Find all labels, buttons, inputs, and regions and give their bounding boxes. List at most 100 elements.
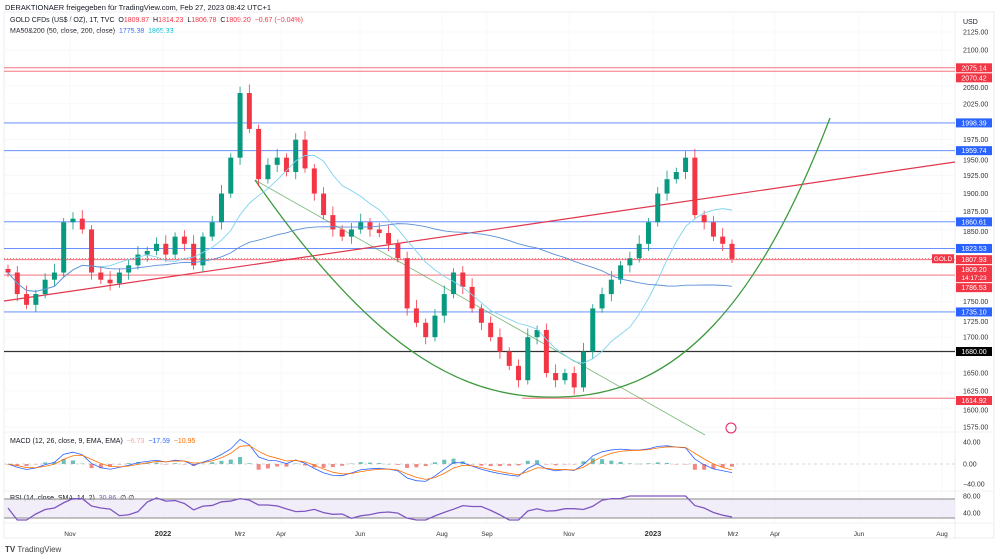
- x-tick-label: Nov: [64, 531, 76, 538]
- y-tick-label: 2100.00: [963, 47, 988, 54]
- macd-hist-bar: [600, 459, 605, 464]
- x-tick-label: Sep: [481, 531, 493, 538]
- y-tick-label: 1925.00: [963, 173, 988, 180]
- macd-hist-bar: [135, 462, 140, 464]
- macd-tick-label: −40.00: [963, 482, 985, 489]
- candle: [664, 179, 670, 194]
- x-tick-label: 2023: [645, 529, 662, 538]
- y-tick-label: 1950.00: [963, 158, 988, 165]
- candle: [720, 236, 726, 244]
- macd-hist-bar: [163, 464, 168, 465]
- macd-hist-bar: [275, 464, 280, 467]
- candle: [302, 139, 308, 169]
- candle: [599, 294, 605, 309]
- candle: [376, 229, 382, 234]
- o-label: O: [118, 17, 124, 24]
- macd-hist-bar: [247, 463, 252, 464]
- x-tick-label: Apr: [276, 531, 287, 538]
- candle: [423, 322, 429, 338]
- macd-hist-bar: [330, 464, 335, 468]
- level-label: 1823.53: [961, 246, 986, 253]
- y-tick-label: 1850.00: [963, 229, 988, 236]
- symbol-label: GOLD CFDs (US$ / OZ), 1T, TVC: [10, 17, 115, 24]
- candle: [163, 243, 169, 255]
- macd-hist-bar: [553, 464, 558, 466]
- level-label: 2075.14: [961, 65, 986, 72]
- l-label: L: [187, 17, 192, 24]
- change-value: −0.67 (−0.04%): [254, 17, 303, 24]
- level-label: 1959.74: [961, 148, 986, 155]
- candle: [636, 243, 642, 259]
- x-tick-label: Nov: [563, 531, 575, 538]
- level-label: 1614.92: [961, 398, 986, 405]
- x-tick-label: Mrz: [235, 531, 246, 538]
- y-tick-label: 2050.00: [963, 85, 988, 92]
- macd-hist-bar: [321, 464, 326, 468]
- ma200-value: 1865.33: [148, 28, 174, 35]
- level-badge: [956, 283, 992, 293]
- macd-hist-bar: [702, 464, 707, 470]
- macd-hist-bar: [24, 464, 29, 466]
- level-badge: [956, 146, 992, 156]
- rising-trendline: [3, 161, 956, 302]
- macd-hist-bar: [646, 463, 651, 464]
- candle: [590, 308, 596, 352]
- y-tick-label: 1750.00: [963, 299, 988, 306]
- macd-hist-bar: [154, 462, 159, 464]
- level-badge: [956, 73, 992, 83]
- y-tick-label: 1875.00: [963, 209, 988, 216]
- macd-hist-bar: [692, 464, 697, 470]
- x-tick-label: Mrz: [728, 531, 739, 538]
- level-badge: [956, 307, 992, 317]
- low-value: 1806.78: [191, 17, 217, 24]
- candle: [488, 322, 494, 338]
- macd-hist-bar: [451, 458, 456, 464]
- y-tick-label: 1575.00: [963, 424, 988, 431]
- candle: [256, 128, 262, 180]
- level-label: 1735.10: [961, 309, 986, 316]
- macd-tick-label: 0.00: [963, 462, 977, 469]
- candle: [246, 93, 252, 129]
- published-note: DERAKTIONAER freigegeben für TradingView…: [5, 3, 272, 12]
- macd-hist-bar: [711, 464, 716, 469]
- candle: [181, 236, 187, 244]
- candle: [321, 193, 327, 216]
- macd-hist-bar: [423, 464, 428, 467]
- candle: [237, 93, 243, 158]
- candle: [107, 279, 113, 284]
- x-tick-label: Aug: [936, 531, 948, 538]
- candle: [710, 222, 716, 237]
- candle: [534, 329, 540, 338]
- y-tick-label: 1975.00: [963, 137, 988, 144]
- level-label: 1786.53: [961, 285, 986, 292]
- macd-hist-bar: [395, 464, 400, 465]
- level-label: 1860.61: [961, 219, 986, 226]
- candle: [367, 222, 373, 230]
- candle: [413, 308, 419, 323]
- macd-legend: MACD (12, 26, close, 9, EMA, EMA) −6.73 …: [10, 438, 195, 445]
- x-tick-label: Jun: [854, 531, 865, 538]
- level-label: 2070.42: [961, 75, 986, 82]
- candle: [61, 222, 67, 273]
- macd-hist-bar: [126, 463, 131, 464]
- price-label: 1809.20: [961, 267, 986, 274]
- macd-hist-bar: [535, 460, 540, 464]
- currency-label: USD: [963, 19, 978, 26]
- ma50-line: [7, 155, 733, 364]
- candle: [432, 315, 438, 338]
- candle: [42, 279, 48, 295]
- symbol-label: GOLD: [934, 256, 953, 263]
- macd-hist-bar: [293, 463, 298, 464]
- level-label: 1680.00: [961, 349, 986, 356]
- candle: [209, 222, 215, 237]
- candle: [33, 294, 39, 305]
- countdown-label: 14:17:23: [961, 275, 987, 282]
- macd-label: MACD (12, 26, close, 9, EMA, EMA): [10, 438, 123, 445]
- candle: [516, 365, 522, 381]
- candle: [200, 236, 206, 266]
- candle: [144, 250, 150, 255]
- macd-hist-bar: [432, 462, 437, 464]
- y-tick-label: 1700.00: [963, 335, 988, 342]
- candle: [191, 243, 197, 266]
